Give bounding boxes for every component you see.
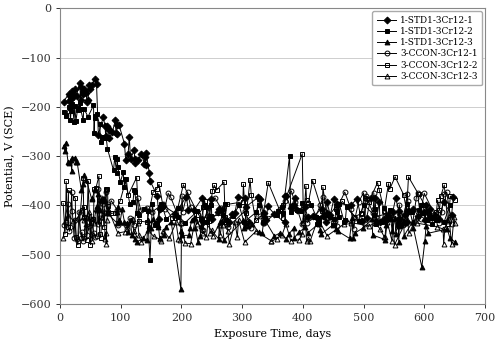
1-STD1-3Cr12-2 — [61, 110, 67, 114]
1-STD1-3Cr12-3 — [178, 287, 184, 291]
3-CCON-3Cr12-3 — [93, 206, 99, 211]
1-STD1-3Cr12-3 — [452, 240, 458, 244]
3-CCON-3Cr12-3 — [60, 236, 66, 240]
3-CCON-3Cr12-2 — [436, 209, 442, 213]
Y-axis label: Potential, V (SCE): Potential, V (SCE) — [4, 105, 15, 207]
1-STD1-3Cr12-3 — [104, 211, 110, 215]
1-STD1-3Cr12-1 — [324, 200, 330, 204]
1-STD1-3Cr12-1 — [61, 99, 67, 104]
3-CCON-3Cr12-3 — [452, 221, 458, 225]
X-axis label: Exposure Time, days: Exposure Time, days — [214, 329, 331, 339]
3-CCON-3Cr12-2 — [256, 197, 262, 201]
1-STD1-3Cr12-2 — [446, 203, 452, 208]
3-CCON-3Cr12-3 — [406, 231, 412, 235]
3-CCON-3Cr12-2 — [426, 212, 432, 216]
3-CCON-3Cr12-3 — [94, 204, 100, 208]
1-STD1-3Cr12-2 — [394, 223, 400, 227]
3-CCON-3Cr12-1 — [448, 222, 454, 226]
1-STD1-3Cr12-3 — [296, 230, 302, 234]
1-STD1-3Cr12-1 — [426, 216, 432, 221]
1-STD1-3Cr12-3 — [122, 220, 128, 224]
3-CCON-3Cr12-1 — [94, 187, 100, 191]
Line: 3-CCON-3Cr12-2: 3-CCON-3Cr12-2 — [60, 151, 457, 247]
1-STD1-3Cr12-3 — [240, 218, 246, 222]
3-CCON-3Cr12-2 — [88, 243, 94, 247]
Line: 1-STD1-3Cr12-3: 1-STD1-3Cr12-3 — [62, 141, 457, 292]
3-CCON-3Cr12-2 — [416, 192, 422, 197]
3-CCON-3Cr12-1 — [225, 225, 231, 229]
3-CCON-3Cr12-2 — [300, 152, 306, 156]
1-STD1-3Cr12-2 — [77, 101, 83, 105]
Line: 1-STD1-3Cr12-2: 1-STD1-3Cr12-2 — [62, 100, 452, 262]
1-STD1-3Cr12-1 — [258, 197, 264, 201]
Line: 3-CCON-3Cr12-1: 3-CCON-3Cr12-1 — [62, 187, 454, 244]
3-CCON-3Cr12-3 — [366, 224, 372, 228]
3-CCON-3Cr12-2 — [452, 198, 458, 202]
1-STD1-3Cr12-1 — [106, 136, 112, 140]
1-STD1-3Cr12-1 — [92, 76, 98, 81]
1-STD1-3Cr12-1 — [450, 195, 456, 199]
1-STD1-3Cr12-3 — [444, 227, 450, 231]
3-CCON-3Cr12-2 — [434, 210, 440, 214]
3-CCON-3Cr12-3 — [86, 210, 91, 214]
1-STD1-3Cr12-2 — [110, 168, 116, 172]
3-CCON-3Cr12-2 — [60, 201, 66, 205]
1-STD1-3Cr12-2 — [147, 258, 153, 262]
1-STD1-3Cr12-2 — [114, 156, 120, 161]
3-CCON-3Cr12-1 — [124, 227, 130, 231]
3-CCON-3Cr12-1 — [201, 217, 207, 222]
1-STD1-3Cr12-3 — [352, 231, 358, 235]
1-STD1-3Cr12-1 — [402, 221, 408, 225]
1-STD1-3Cr12-2 — [420, 211, 426, 215]
1-STD1-3Cr12-2 — [286, 154, 292, 158]
1-STD1-3Cr12-2 — [381, 206, 387, 210]
3-CCON-3Cr12-3 — [390, 215, 396, 219]
3-CCON-3Cr12-1 — [434, 214, 440, 218]
Legend: 1-STD1-3Cr12-1, 1-STD1-3Cr12-2, 1-STD1-3Cr12-3, 3-CCON-3Cr12-1, 3-CCON-3Cr12-2, : 1-STD1-3Cr12-1, 1-STD1-3Cr12-2, 1-STD1-3… — [372, 11, 482, 85]
3-CCON-3Cr12-3 — [392, 243, 398, 247]
Line: 3-CCON-3Cr12-3: 3-CCON-3Cr12-3 — [60, 204, 457, 247]
3-CCON-3Cr12-1 — [74, 239, 80, 243]
Line: 1-STD1-3Cr12-1: 1-STD1-3Cr12-1 — [62, 76, 456, 225]
1-STD1-3Cr12-1 — [232, 211, 238, 215]
3-CCON-3Cr12-3 — [200, 230, 205, 235]
1-STD1-3Cr12-1 — [402, 213, 408, 217]
3-CCON-3Cr12-2 — [112, 211, 118, 215]
3-CCON-3Cr12-1 — [444, 190, 450, 194]
3-CCON-3Cr12-1 — [61, 223, 67, 227]
1-STD1-3Cr12-3 — [61, 144, 67, 148]
1-STD1-3Cr12-3 — [62, 141, 68, 145]
3-CCON-3Cr12-1 — [352, 216, 358, 220]
